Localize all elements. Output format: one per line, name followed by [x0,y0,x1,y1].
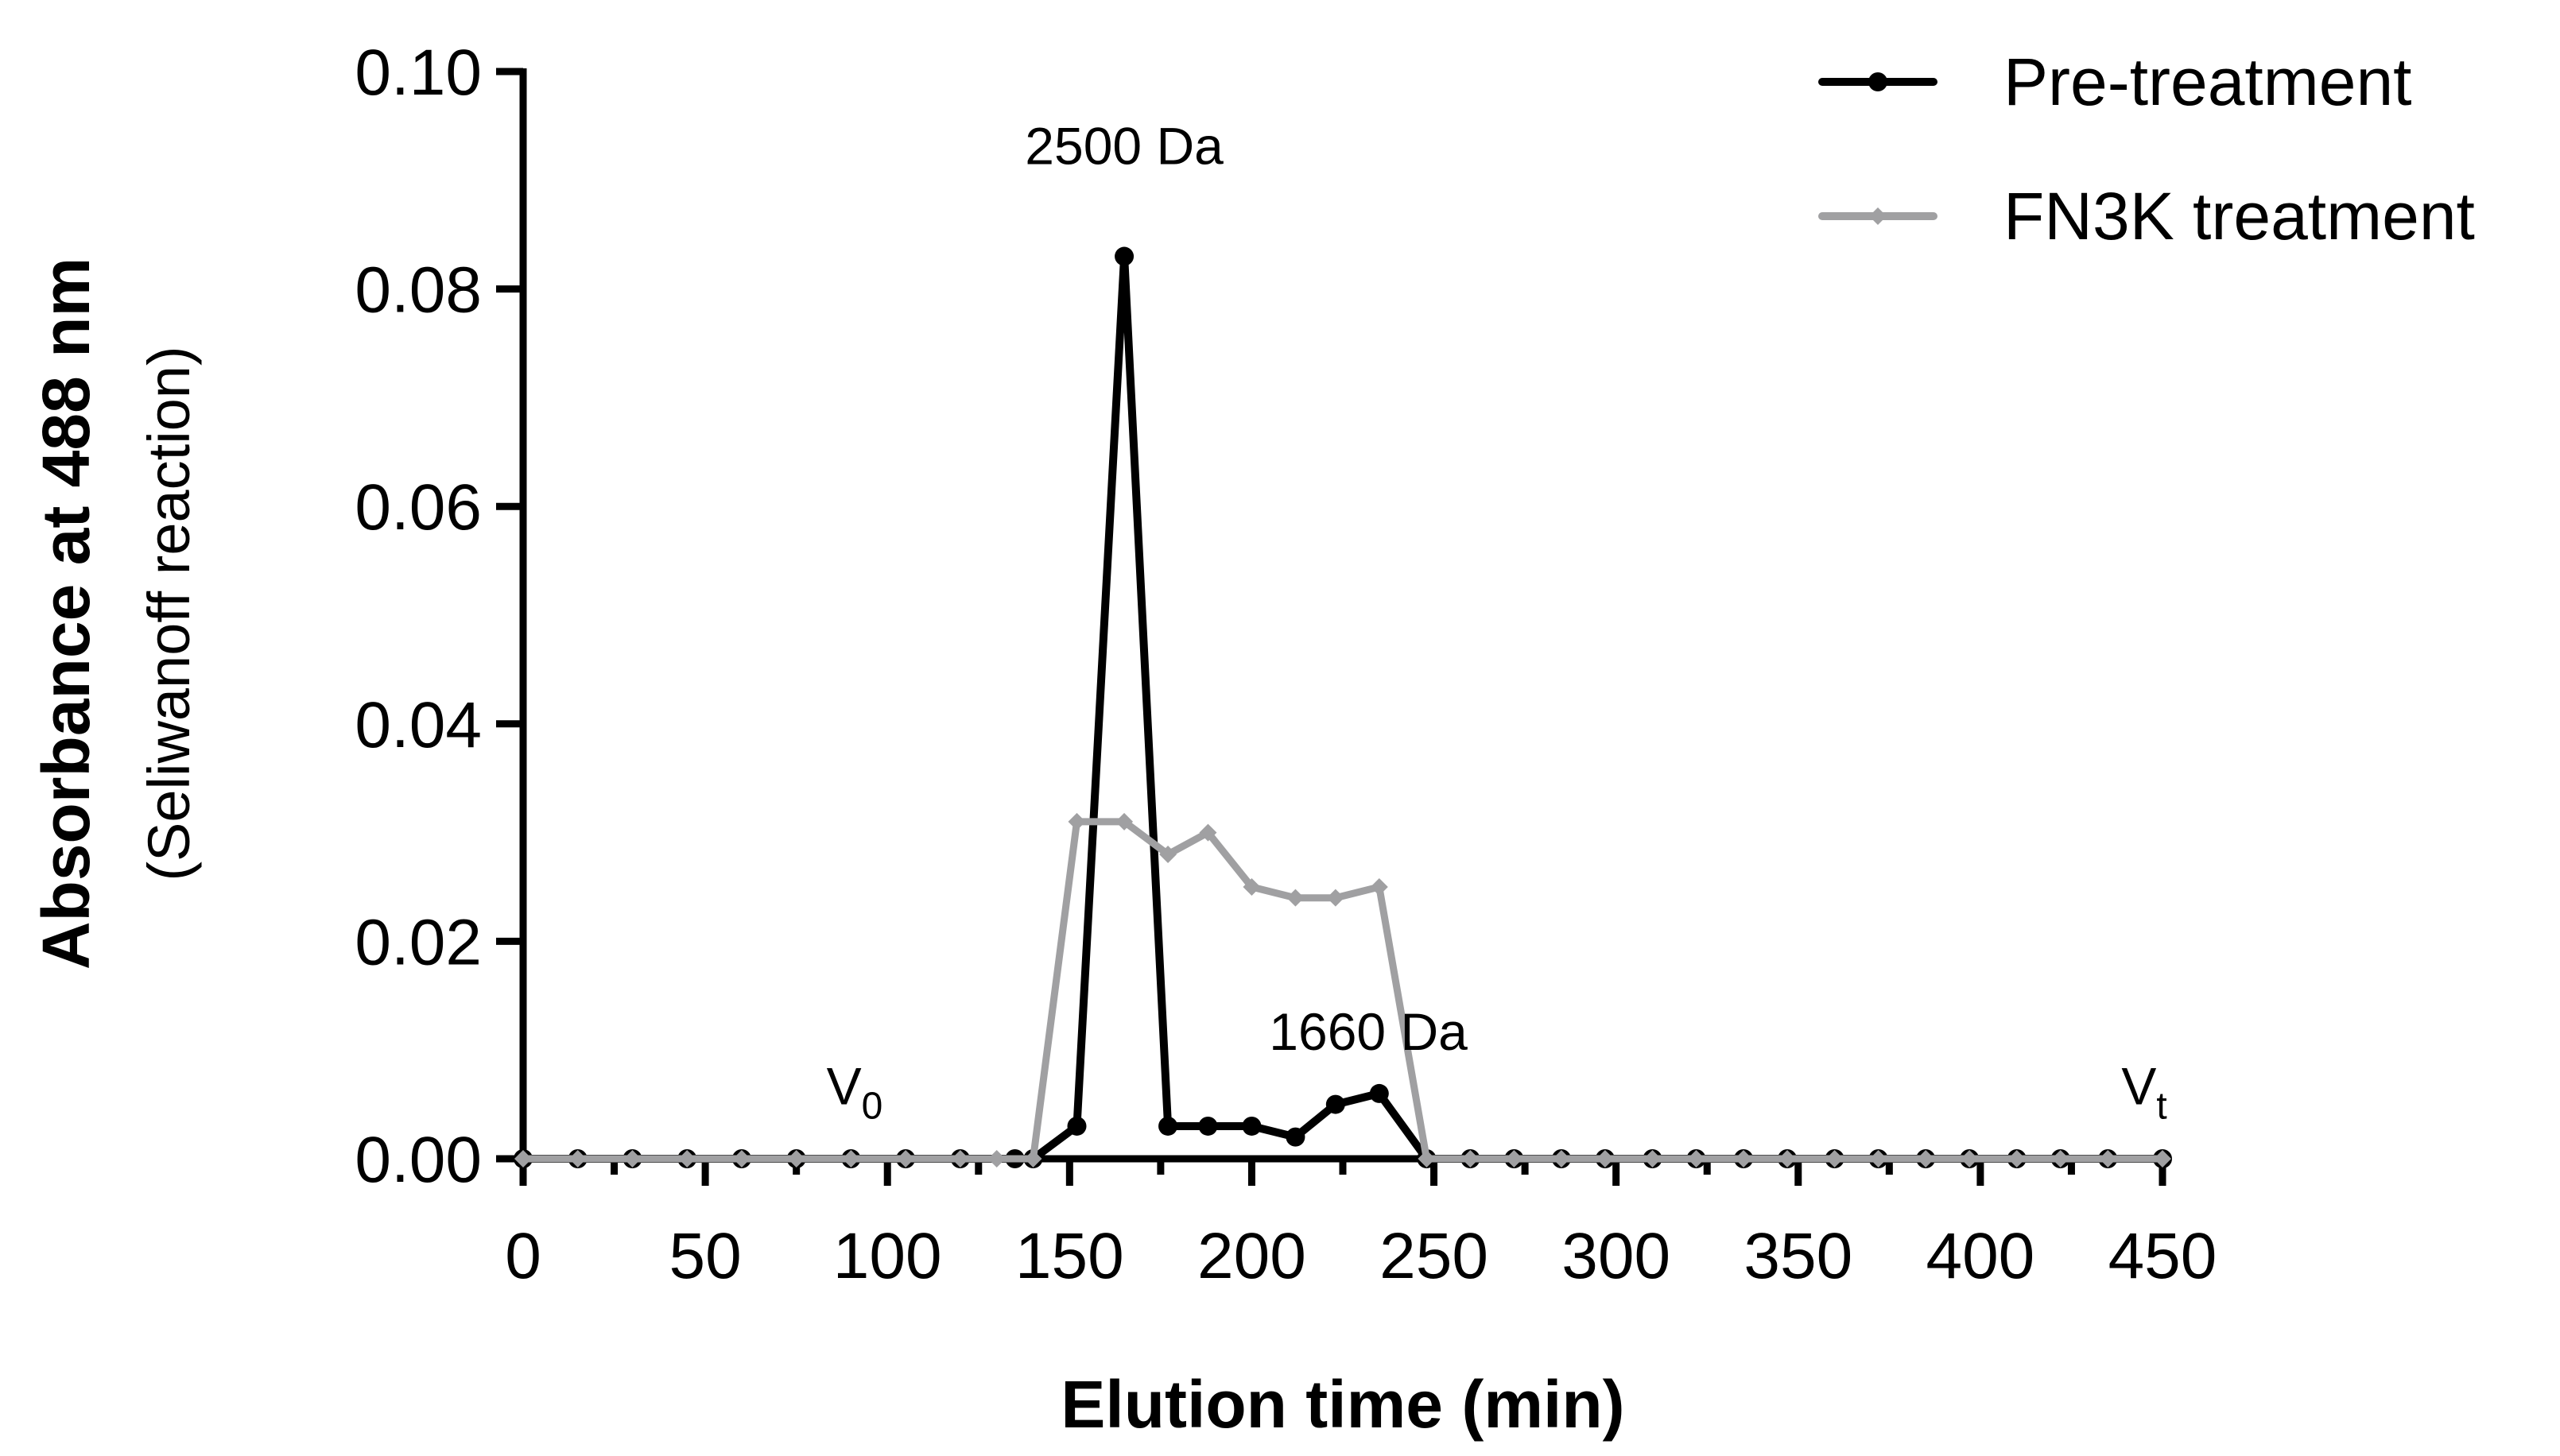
data-point [1243,878,1261,896]
data-point [2099,1150,2117,1168]
y-tick-label: 0.08 [355,254,482,327]
data-point [1369,1083,1389,1103]
x-tick-label: 100 [833,1220,942,1292]
peak-annotation: 2500 Da [1025,116,1224,175]
data-point [1643,1150,1662,1168]
x-tick-label: 200 [1197,1220,1306,1292]
data-point [842,1150,860,1168]
y-tick-label: 0.00 [355,1124,482,1196]
data-point [2007,1150,2026,1168]
x-axis-title: Elution time (min) [1061,1367,1624,1442]
data-point [623,1150,642,1168]
data-point [2051,1150,2069,1168]
data-point [678,1150,696,1168]
data-point [1158,1116,1178,1136]
legend-label: Pre-treatment [2003,45,2412,119]
volume-marker: Vt [2121,1057,2166,1128]
series-fn3k-treatment [514,812,2171,1168]
data-point [1778,1150,1797,1168]
data-point [1067,1116,1087,1136]
legend-entry: Pre-treatment [1818,45,2412,119]
data-point [1735,1150,1753,1168]
legend-marker [1869,207,1887,225]
data-point [1687,1150,1705,1168]
data-point [1326,889,1344,907]
annotation-layer: 2500 Da 1660 Da V0 Vt [827,116,2167,1127]
data-point [1825,1150,1844,1168]
volume-marker: V0 [827,1057,883,1128]
data-point [1242,1116,1262,1136]
legend-entry: FN3K treatment [1818,179,2475,254]
data-point [1961,1150,1979,1168]
x-tick-label: 50 [669,1220,742,1292]
data-point [1917,1150,1935,1168]
data-point [1115,246,1135,266]
data-point [1199,823,1217,842]
data-point [514,1150,532,1168]
data-point [1198,1116,1218,1136]
y-tick-label: 0.10 [355,37,482,109]
series-layer [514,246,2172,1168]
x-tick-label: 0 [505,1220,541,1292]
data-point [951,1150,969,1168]
legend-marker [1868,72,1887,91]
data-point [1286,889,1305,907]
data-point [1505,1150,1523,1168]
data-point [1115,812,1134,831]
data-point [1418,1150,1436,1168]
y-axis-title: Absorbance at 488 nm [29,258,103,970]
y-axis-subtitle: (Seliwanoff reaction) [136,346,202,881]
y-tick-label: 0.02 [355,906,482,978]
data-point [1159,845,1177,863]
data-point [568,1150,587,1168]
axes: 0.00 0.02 0.04 0.06 0.08 0.10 0 50 100 150 200 250 3… [29,37,2217,1442]
y-tick-label: 0.06 [355,471,482,544]
data-point [732,1150,751,1168]
data-point [1068,812,1086,831]
x-tick-label: 450 [2108,1220,2217,1292]
x-tick-label: 150 [1015,1220,1124,1292]
x-tick-label: 350 [1744,1220,1852,1292]
y-tick-label: 0.04 [355,689,482,761]
data-point [2154,1150,2171,1168]
data-point [1024,1150,1042,1168]
peak-annotation: 1660 Da [1269,1002,1468,1061]
data-point [1552,1150,1570,1168]
data-point [1370,878,1388,896]
x-tick-label: 400 [1926,1220,2034,1292]
data-point [1869,1150,1887,1168]
data-point [987,1150,1006,1168]
data-point [1286,1127,1305,1147]
data-point [1325,1094,1345,1114]
data-point [1596,1150,1614,1168]
data-point [1461,1150,1480,1168]
data-point [787,1150,805,1168]
x-tick-label: 250 [1379,1220,1488,1292]
legend: Pre-treatment FN3K treatment [1818,45,2475,254]
legend-label: FN3K treatment [2003,179,2475,254]
data-point [897,1150,915,1168]
x-tick-label: 300 [1561,1220,1670,1292]
